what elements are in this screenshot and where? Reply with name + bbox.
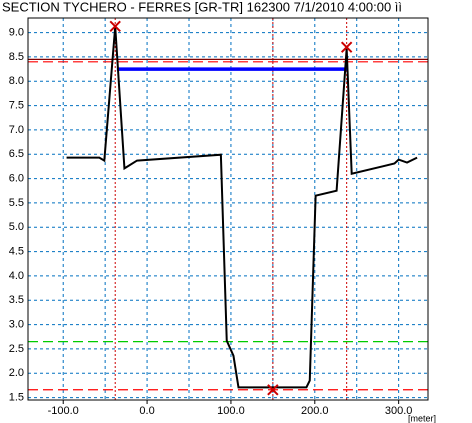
plot-frame	[27, 17, 429, 401]
y-tick-label: 2.0	[9, 367, 24, 379]
y-tick-label: 6.5	[9, 148, 24, 160]
x-unit: [meter]	[408, 413, 436, 423]
x-tick-label: 100.0	[217, 405, 245, 417]
y-tick-label: 4.0	[9, 270, 24, 282]
y-tick-label: 7.5	[9, 99, 24, 111]
marker	[267, 384, 279, 396]
y-tick-label: 8.5	[9, 51, 24, 63]
x-tick-label: 300.0	[385, 405, 413, 417]
x-tick-label: -100.0	[48, 405, 79, 417]
y-tick-label: 6.0	[9, 172, 24, 184]
x-tick-label: 200.0	[301, 405, 329, 417]
y-tick-label: 5.0	[9, 221, 24, 233]
marker	[340, 41, 353, 53]
y-tick-label: 1.5	[9, 391, 24, 403]
x-tick-label: 0.0	[139, 405, 154, 417]
y-tick-label: 2.5	[9, 343, 24, 355]
y-tick-label: 3.0	[9, 318, 24, 330]
marker	[109, 20, 121, 32]
y-tick-label: 4.5	[9, 245, 24, 257]
chart-title: SECTION TYCHERO - FERRES [GR-TR] 162300 …	[2, 0, 402, 14]
y-tick-label: 7.0	[9, 124, 24, 136]
y-tick-label: 5.5	[9, 197, 24, 209]
y-tick-label: 9.0	[9, 27, 24, 39]
profile-line	[66, 26, 418, 389]
y-tick-label: 8.0	[9, 75, 24, 87]
y-tick-label: 3.5	[9, 294, 24, 306]
